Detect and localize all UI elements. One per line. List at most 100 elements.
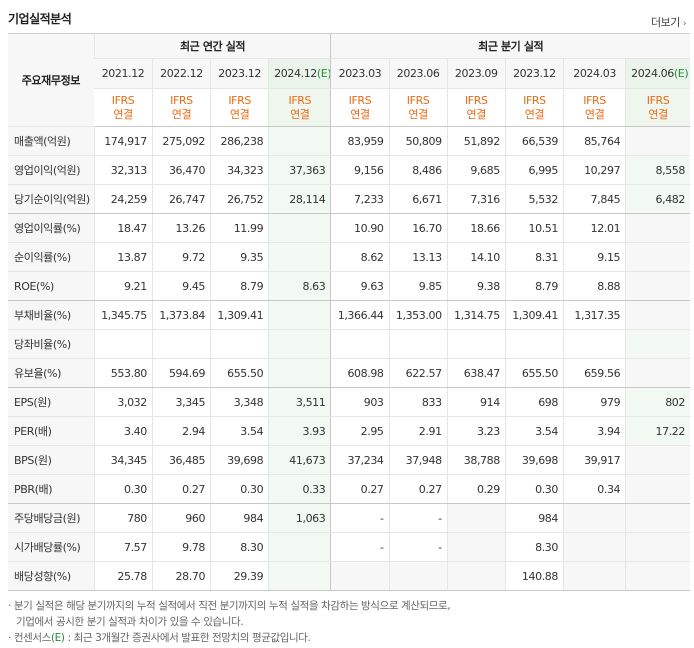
table-cell: 34,323 <box>210 155 269 185</box>
table-cell: 3,511 <box>268 387 331 417</box>
estimate-mark: (E) <box>316 67 331 80</box>
table-cell <box>625 358 690 388</box>
accounting-basis: IFRS 연결 <box>504 88 564 127</box>
row-label: 당좌비율(%) <box>8 329 95 359</box>
table-row: PBR(배) 0.30 0.27 0.30 0.33 0.27 0.27 0.29 0.30 0.… <box>8 474 690 504</box>
table-cell: 5,532 <box>504 184 564 214</box>
table-cell: 51,892 <box>446 126 506 156</box>
footnotes: · 분기 실적은 해당 분기까지의 누적 실적에서 직전 분기까지의 누적 실적… <box>8 598 688 646</box>
table-cell: 13.87 <box>93 242 153 272</box>
accounting-basis: IFRS 연결 <box>388 88 448 127</box>
table-cell: 25.78 <box>93 561 153 591</box>
table-cell: 8.62 <box>330 242 390 272</box>
table-cell <box>625 474 690 504</box>
table-cell: 28.70 <box>151 561 211 591</box>
table-cell: - <box>388 532 448 562</box>
table-cell <box>562 561 626 591</box>
table-cell: 8,486 <box>388 155 448 185</box>
table-cell: 3.40 <box>93 416 153 446</box>
table-row: 배당성향(%) 25.78 28.70 29.39 140.88 <box>8 561 690 591</box>
table-cell <box>210 329 269 359</box>
table-cell: 0.27 <box>151 474 211 504</box>
quarterly-group-header: 최근 분기 실적 <box>330 33 690 59</box>
table-row: 당좌비율(%) <box>8 329 690 359</box>
accounting-basis: IFRS 연결 <box>151 88 211 127</box>
period-header: 2023.12 <box>210 58 269 89</box>
table-cell: 38,788 <box>446 445 506 475</box>
footnote-consensus: · 컨센서스(E) : 최근 3개월간 증권사에서 발표한 전망치의 평균값입니… <box>8 632 311 644</box>
table-cell: 18.47 <box>93 213 153 243</box>
table-cell: 140.88 <box>504 561 564 591</box>
table-cell: 36,470 <box>151 155 211 185</box>
table-cell: 984 <box>504 503 564 533</box>
row-label: BPS(원) <box>8 445 95 475</box>
accounting-basis: IFRS 연결 <box>625 88 690 127</box>
table-cell <box>562 503 626 533</box>
more-link[interactable]: 더보기 › <box>651 14 687 30</box>
table-cell <box>268 561 331 591</box>
row-label: ROE(%) <box>8 271 95 301</box>
table-cell <box>625 300 690 330</box>
table-cell: 622.57 <box>388 358 448 388</box>
table-row: 영업이익(억원) 32,313 36,470 34,323 37,363 9,156 8,4… <box>8 155 690 185</box>
table-cell <box>625 242 690 272</box>
table-cell <box>562 532 626 562</box>
table-cell <box>625 329 690 359</box>
row-label: 영업이익률(%) <box>8 213 95 243</box>
table-row: 시가배당률(%) 7.57 9.78 8.30- -8.30 <box>8 532 690 562</box>
table-cell <box>562 329 626 359</box>
footnote-quarterly-cont: 기업에서 공시한 분기 실적과 차이가 있을 수 있습니다. <box>16 616 244 628</box>
table-row: 주당배당금(원) 780 960 984 1,063- -984 <box>8 503 690 533</box>
table-cell <box>268 213 331 243</box>
estimate-mark: (E) <box>673 67 689 80</box>
table-cell: 26,752 <box>210 184 269 214</box>
period-header: 2022.12 <box>151 58 211 89</box>
table-cell <box>446 503 506 533</box>
period-header: 2023.12 <box>504 58 564 89</box>
table-cell: 9.35 <box>210 242 269 272</box>
table-cell: 83,959 <box>330 126 390 156</box>
table-cell <box>268 358 331 388</box>
table-cell <box>268 300 331 330</box>
accounting-basis: IFRS 연결 <box>268 88 331 127</box>
period-header: 2024.03 <box>562 58 626 89</box>
table-cell: 39,917 <box>562 445 626 475</box>
table-cell <box>625 126 690 156</box>
row-label: 시가배당률(%) <box>8 532 95 562</box>
table-cell: 8.31 <box>504 242 564 272</box>
table-cell <box>330 329 390 359</box>
table-cell: 0.27 <box>388 474 448 504</box>
row-label: PER(배) <box>8 416 95 446</box>
table-cell: 50,809 <box>388 126 448 156</box>
table-cell: 9.78 <box>151 532 211 562</box>
table-cell: 13.26 <box>151 213 211 243</box>
row-label: 순이익률(%) <box>8 242 95 272</box>
table-cell: 9.45 <box>151 271 211 301</box>
table-cell: 37,363 <box>268 155 331 185</box>
table-cell <box>151 329 211 359</box>
table-cell: 553.80 <box>93 358 153 388</box>
accounting-basis: IFRS 연결 <box>94 88 153 127</box>
row-label: EPS(원) <box>8 387 95 417</box>
row-label: 주당배당금(원) <box>8 503 95 533</box>
table-cell: 8.30 <box>210 532 269 562</box>
table-cell <box>625 271 690 301</box>
period-header: 2024.06(E) <box>625 58 690 89</box>
table-cell: 8.88 <box>562 271 626 301</box>
table-cell: 8.30 <box>504 532 564 562</box>
table-cell: 32,313 <box>93 155 153 185</box>
table-cell <box>446 532 506 562</box>
table-cell: 1,314.75 <box>446 300 506 330</box>
table-cell: 37,948 <box>388 445 448 475</box>
table-row: PER(배) 3.40 2.94 3.54 3.93 2.95 2.91 3.23 3.54 3.… <box>8 416 690 446</box>
row-label: 당기순이익(억원) <box>8 184 95 214</box>
table-cell: 0.30 <box>93 474 153 504</box>
table-cell: 85,764 <box>562 126 626 156</box>
table-cell: 655.50 <box>504 358 564 388</box>
row-label: 매출액(억원) <box>8 126 95 156</box>
table-cell <box>625 532 690 562</box>
period-header: 2021.12 <box>94 58 153 89</box>
table-cell: 3.54 <box>504 416 564 446</box>
table-cell: 7,316 <box>446 184 506 214</box>
table-cell: 2.95 <box>330 416 390 446</box>
